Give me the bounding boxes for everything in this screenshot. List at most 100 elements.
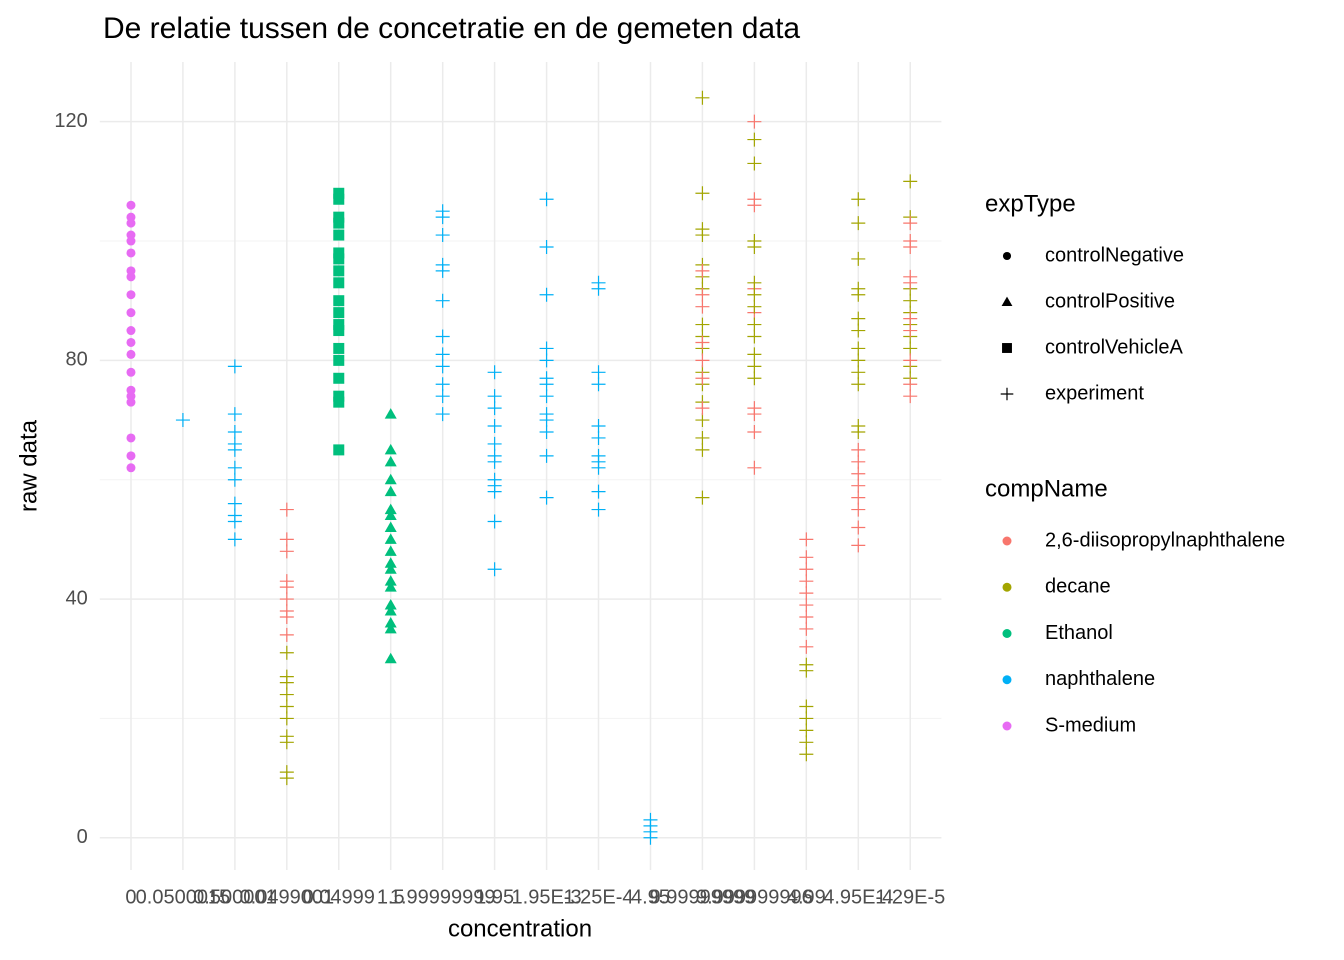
point — [851, 287, 866, 302]
point — [384, 652, 397, 664]
point — [279, 711, 294, 726]
x-tick-label: 0.0499001 — [240, 886, 335, 908]
point — [747, 359, 762, 374]
point — [851, 454, 866, 469]
point — [539, 389, 554, 404]
point — [384, 545, 397, 556]
legend-label: S-medium — [1045, 714, 1136, 736]
point — [695, 430, 710, 445]
point — [747, 317, 762, 332]
point — [126, 248, 136, 258]
point — [851, 478, 866, 493]
point — [747, 156, 762, 171]
legend-label: decane — [1045, 576, 1111, 598]
point — [333, 187, 345, 199]
legend-title: compName — [985, 475, 1108, 502]
point — [799, 586, 814, 601]
legend-symbol — [1002, 536, 1012, 546]
point — [384, 622, 397, 634]
legend-label: controlNegative — [1045, 244, 1184, 266]
point — [591, 419, 606, 434]
point — [126, 290, 136, 300]
point — [695, 90, 710, 105]
point — [333, 325, 345, 337]
point — [695, 490, 710, 505]
point — [435, 263, 450, 278]
point — [487, 419, 502, 434]
point — [851, 466, 866, 481]
point — [384, 455, 397, 467]
point — [695, 317, 710, 332]
point — [384, 605, 397, 616]
point — [384, 557, 397, 568]
point — [227, 532, 242, 547]
point — [799, 747, 814, 762]
x-axis-label: concentration — [448, 915, 592, 942]
point — [435, 210, 450, 225]
point — [279, 544, 294, 559]
point — [695, 299, 710, 314]
point — [333, 372, 345, 384]
point — [799, 532, 814, 547]
point — [487, 514, 502, 529]
point — [227, 496, 242, 511]
point — [747, 275, 762, 290]
point — [333, 247, 345, 259]
legend-label: experiment — [1045, 382, 1144, 404]
legend-symbol — [1002, 343, 1012, 353]
point — [903, 353, 918, 368]
point — [333, 307, 345, 319]
point — [384, 599, 397, 610]
point — [903, 174, 918, 189]
x-tick-label: 0.0500015 — [136, 886, 231, 908]
y-tick-label: 40 — [66, 587, 88, 609]
point — [799, 711, 814, 726]
point — [851, 365, 866, 380]
point — [279, 771, 294, 786]
point — [279, 687, 294, 702]
point — [695, 371, 710, 386]
point — [851, 490, 866, 505]
x-tick-label: 9.999999996 — [696, 886, 813, 908]
point — [227, 460, 242, 475]
point — [591, 365, 606, 380]
y-tick-label: 80 — [66, 349, 88, 371]
point — [747, 198, 762, 213]
point — [747, 287, 762, 302]
point — [695, 186, 710, 201]
point — [384, 473, 397, 485]
legend-label: Ethanol — [1045, 622, 1113, 644]
legend-symbol — [1002, 582, 1012, 592]
point — [126, 218, 136, 228]
point — [695, 263, 710, 278]
point — [747, 407, 762, 422]
x-tick-label: 1.95E-3 — [512, 886, 582, 908]
point — [799, 663, 814, 678]
point — [851, 538, 866, 553]
point — [539, 353, 554, 368]
point — [695, 401, 710, 416]
x-tick-label: 1.95 — [475, 886, 514, 908]
point — [591, 460, 606, 475]
legend-symbol — [1002, 721, 1012, 731]
point — [799, 598, 814, 613]
point — [384, 408, 397, 419]
point — [903, 341, 918, 356]
point — [384, 563, 397, 574]
y-tick-label: 0 — [77, 826, 88, 848]
legend-label: naphthalene — [1045, 668, 1155, 690]
point — [539, 490, 554, 505]
point — [126, 236, 136, 246]
point — [227, 359, 242, 374]
point — [279, 502, 294, 517]
x-tick-label: 0.500001 — [193, 886, 276, 908]
point — [747, 132, 762, 147]
point — [799, 699, 814, 714]
point — [333, 342, 345, 354]
point — [591, 484, 606, 499]
point — [747, 347, 762, 362]
point — [851, 311, 866, 326]
point — [487, 436, 502, 451]
point — [539, 239, 554, 254]
point — [435, 228, 450, 243]
